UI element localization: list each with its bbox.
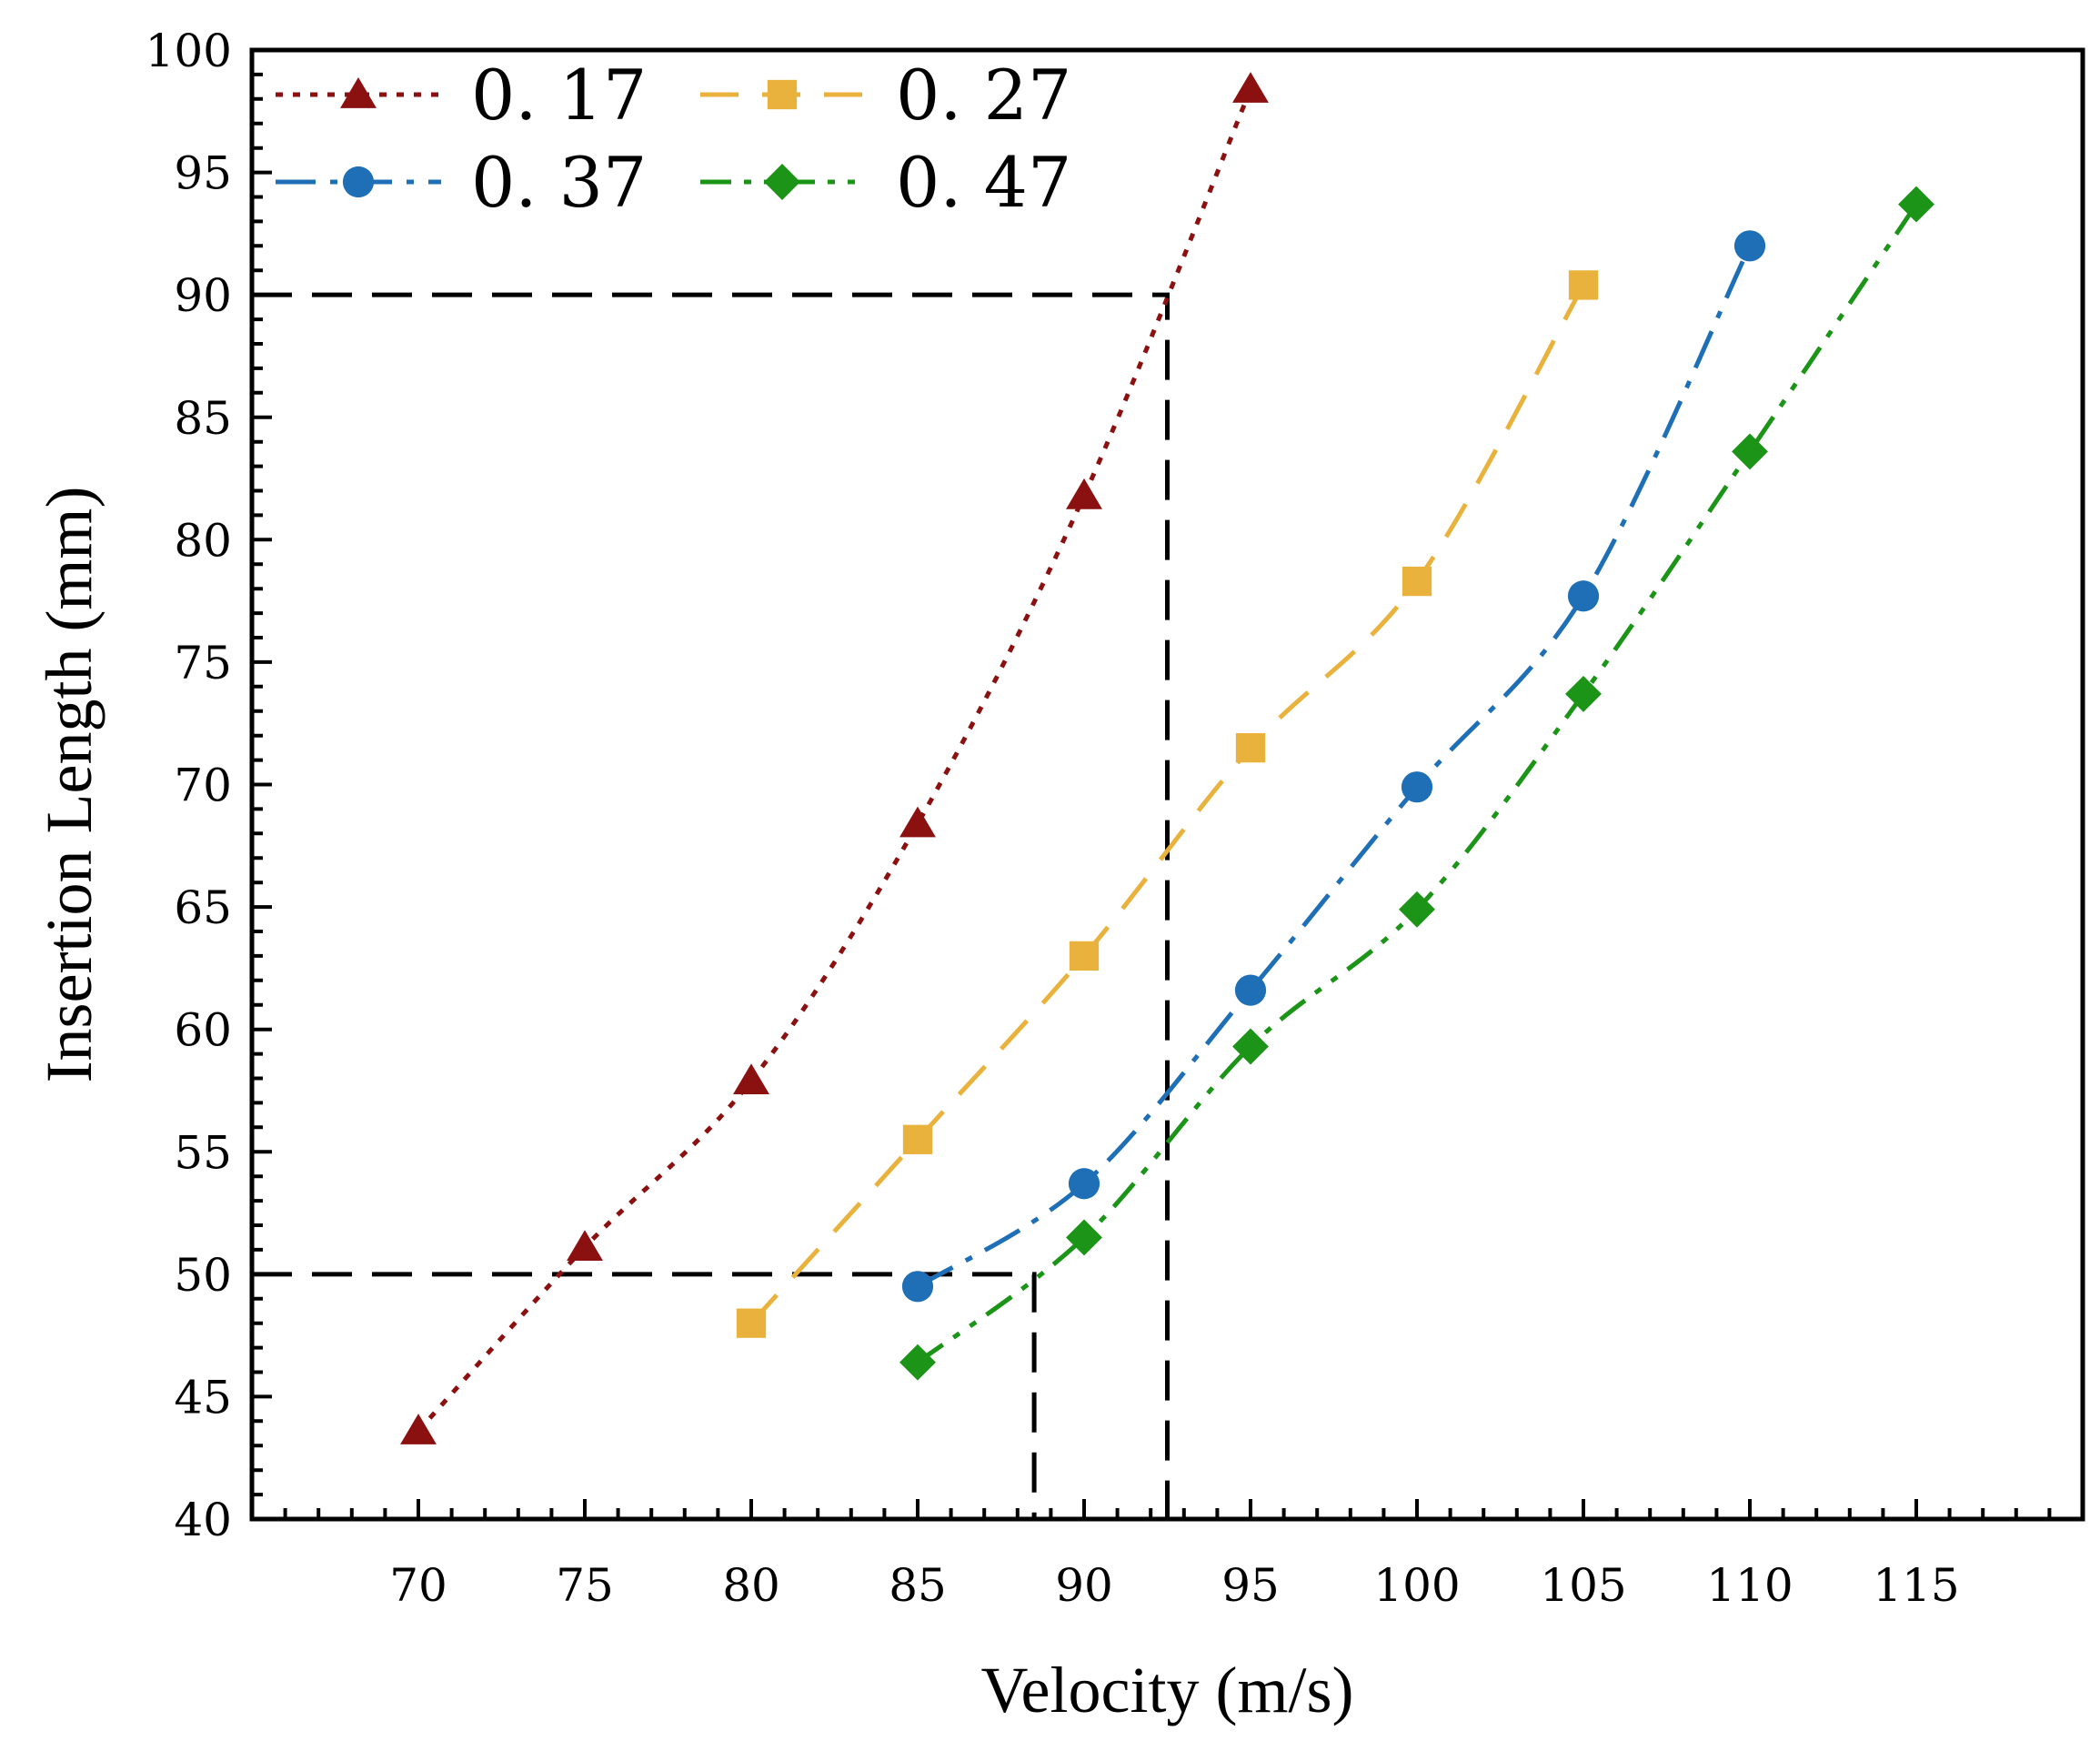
y-axis-title: Insertion Length (mm): [33, 487, 106, 1083]
legend-marker-3: [342, 166, 375, 198]
series-3-point-4: [1401, 771, 1433, 803]
series-3-point-5: [1567, 580, 1600, 612]
y-tick-label-90: 90: [174, 269, 232, 322]
series-2-point-2: [902, 1124, 933, 1154]
series-4-point-6: [1732, 433, 1768, 470]
y-tick-label-100: 100: [146, 25, 232, 77]
series-2-point-4: [1235, 732, 1266, 763]
series-1-point-6: [1232, 72, 1269, 103]
series-2-point-5: [1402, 566, 1432, 597]
y-tick-label-50: 50: [174, 1249, 232, 1302]
y-tick-label-95: 95: [174, 147, 232, 200]
series-4-point-4: [1399, 891, 1435, 928]
series-2-point-6: [1568, 270, 1599, 300]
tick-marks: [252, 72, 2052, 1519]
y-tick-label-80: 80: [174, 514, 232, 567]
series-4-point-7: [1898, 186, 1934, 223]
y-tick-labels: 40 45 50 55 60 65 70 75 80 85 90 95 100: [146, 25, 232, 1546]
x-tick-label-75: 75: [556, 1559, 614, 1612]
series-markers: [400, 72, 1934, 1444]
legend: 0. 17 0. 27 0. 37 0. 47: [276, 55, 1071, 223]
series-line-2: [749, 284, 1586, 1325]
series-3-point-6: [1733, 230, 1766, 262]
series-4-point-2: [1066, 1219, 1102, 1256]
x-tick-labels: 70 75 80 85 90 95 100 105 110 115: [389, 1559, 1960, 1612]
legend-marker-4: [764, 164, 800, 200]
x-tick-label-105: 105: [1540, 1559, 1626, 1612]
y-tick-label-40: 40: [174, 1494, 232, 1546]
y-tick-label-85: 85: [174, 392, 232, 445]
legend-label-2: 0. 27: [896, 55, 1071, 136]
y-tick-label-60: 60: [174, 1004, 232, 1057]
series-lines: [417, 88, 1919, 1433]
x-tick-label-100: 100: [1373, 1559, 1460, 1612]
series-3-point-3: [1234, 974, 1267, 1006]
x-tick-label-85: 85: [889, 1559, 947, 1612]
y-tick-label-70: 70: [174, 760, 232, 812]
series-3-point-1: [901, 1271, 934, 1303]
reference-line-2: [252, 1272, 1037, 1519]
legend-label-3: 0. 37: [471, 142, 647, 223]
legend-marker-1: [340, 77, 377, 108]
x-tick-label-95: 95: [1221, 1559, 1280, 1612]
y-tick-label-75: 75: [174, 637, 232, 689]
series-1-point-5: [1066, 478, 1102, 509]
y-tick-label-45: 45: [174, 1371, 232, 1424]
series-1-point-1: [400, 1414, 437, 1444]
series-line-3: [916, 245, 1753, 1289]
x-tick-label-70: 70: [389, 1559, 447, 1612]
series-1-point-2: [567, 1230, 603, 1262]
x-tick-label-110: 110: [1706, 1559, 1793, 1612]
x-tick-label-115: 115: [1873, 1559, 1959, 1612]
series-1-point-4: [899, 806, 936, 838]
series-1-point-3: [733, 1063, 769, 1095]
series-2-point-3: [1069, 941, 1100, 971]
x-axis-title: Velocity (m/s): [981, 1654, 1354, 1726]
series-4-point-5: [1565, 675, 1602, 712]
y-tick-label-55: 55: [174, 1126, 232, 1179]
legend-label-1: 0. 17: [471, 55, 647, 136]
series-3-point-2: [1068, 1168, 1100, 1200]
series-4-point-3: [1232, 1028, 1269, 1065]
legend-label-4: 0. 47: [896, 142, 1071, 223]
axis-ticks: [252, 72, 2052, 1519]
x-tick-label-80: 80: [722, 1559, 780, 1612]
legend-marker-2: [767, 79, 798, 110]
series-2-point-1: [736, 1308, 767, 1338]
series-4-point-1: [899, 1343, 936, 1381]
reference-lines: [252, 292, 1170, 1519]
reference-line-1: [252, 292, 1170, 1519]
x-tick-label-90: 90: [1055, 1559, 1113, 1612]
y-tick-label-65: 65: [174, 881, 232, 934]
